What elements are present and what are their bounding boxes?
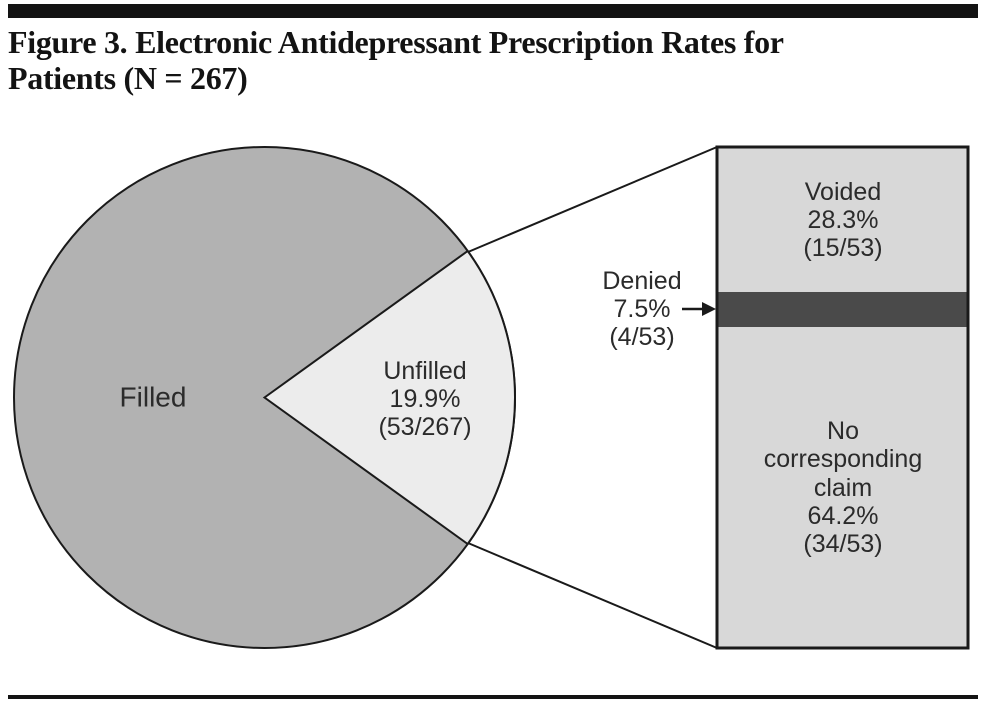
connector-line-bottom [467,542,718,649]
no-claim-percent: 64.2% [808,502,879,530]
figure-title-line2: Patients (N = 267) [8,60,248,96]
denied-label: Denied [602,267,681,295]
bottom-rule [8,695,978,699]
no-claim-label-line1: No [827,417,859,445]
pie-slice-unfilled [262,249,517,546]
voided-fraction: (15/53) [803,234,882,262]
unfilled-label: Unfilled [383,357,466,385]
denied-arrowhead-icon [702,302,716,316]
voided-percent: 28.3% [808,206,879,234]
unfilled-percent: 19.9% [390,385,461,413]
bar-outline [715,145,970,650]
no-claim-fraction: (34/53) [803,530,882,558]
bar-segment-denied [717,292,968,327]
unfilled-fraction: (53/267) [378,413,471,441]
voided-label: Voided [805,178,881,206]
figure-title-line1: Figure 3. Electronic Antidepressant Pres… [8,24,784,60]
filled-label: Filled [120,382,187,413]
connector-line-top [467,146,718,253]
no-claim-label-line3: claim [814,474,872,502]
denied-percent: 7.5% [614,295,671,323]
bar-background-light [717,147,968,648]
figure-title: Figure 3. Electronic Antidepressant Pres… [8,24,784,96]
no-claim-label-line2: corresponding [764,445,922,473]
denied-fraction: (4/53) [609,323,674,351]
top-rule [8,4,978,18]
